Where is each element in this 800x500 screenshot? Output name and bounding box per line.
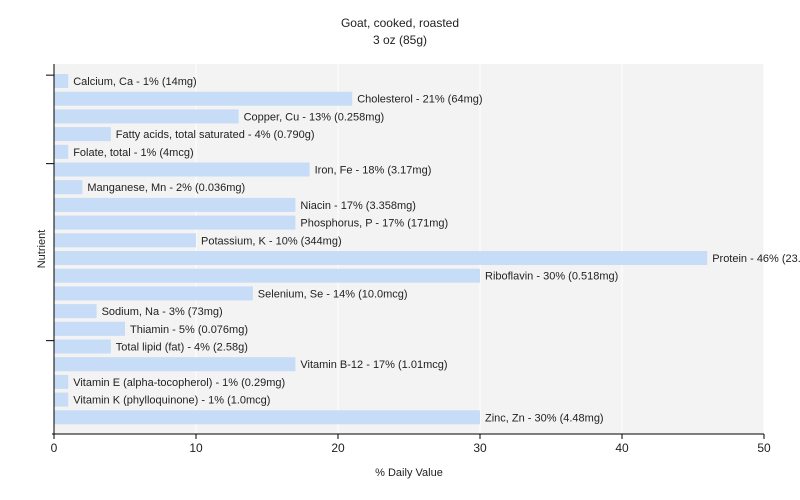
bar [54, 197, 296, 212]
bar [54, 268, 480, 283]
x-tick-label: 20 [331, 441, 345, 455]
bar-label: Selenium, Se - 14% (10.0mcg) [258, 288, 408, 300]
bar-label: Fatty acids, total saturated - 4% (0.790… [116, 129, 315, 141]
bar-label: Folate, total - 1% (4mcg) [73, 147, 193, 159]
bar [54, 74, 69, 88]
bar [54, 251, 708, 265]
bar-label: Protein - 46% (23.04g) [712, 253, 800, 265]
x-tick-label: 50 [757, 441, 771, 455]
y-axis-title: Nutrient [36, 230, 48, 269]
bar [54, 127, 111, 142]
bar-label: Zinc, Zn - 30% (4.48mg) [485, 412, 604, 424]
bar-label: Total lipid (fat) - 4% (2.58g) [116, 342, 248, 354]
bar-label: Sodium, Na - 3% (73mg) [102, 306, 223, 318]
bar [54, 392, 69, 407]
bar-label: Calcium, Ca - 1% (14mg) [73, 76, 196, 88]
bar [54, 357, 296, 372]
bar [54, 91, 353, 106]
bar [54, 109, 239, 124]
chart-title: Goat, cooked, roasted [340, 16, 460, 30]
bar-label: Copper, Cu - 13% (0.258mg) [244, 111, 385, 123]
bar-label: Vitamin B-12 - 17% (1.01mcg) [300, 359, 447, 371]
bar [54, 374, 69, 389]
bar [54, 304, 97, 319]
x-axis-title: % Daily Value [375, 467, 443, 479]
x-tick-label: 0 [51, 441, 58, 455]
plot-background [54, 64, 764, 434]
x-tick-label: 10 [189, 441, 203, 455]
bar-label: Cholesterol - 21% (64mg) [357, 94, 482, 106]
bar-label: Potassium, K - 10% (344mg) [201, 235, 342, 247]
x-tick-label: 40 [615, 441, 629, 455]
bar-label: Niacin - 17% (3.358mg) [300, 200, 416, 212]
chart-subtitle: 3 oz (85g) [372, 33, 428, 47]
bar [54, 410, 480, 425]
bar [54, 233, 196, 248]
bar-label: Manganese, Mn - 2% (0.036mg) [87, 182, 245, 194]
bar [54, 339, 111, 354]
bar [54, 215, 296, 230]
bar-label: Phosphorus, P - 17% (171mg) [300, 218, 448, 230]
bar-label: Vitamin K (phylloquinone) - 1% (1.0mcg) [73, 395, 270, 407]
bar [54, 144, 69, 159]
bar-label: Riboflavin - 30% (0.518mg) [485, 271, 618, 283]
bar-label: Iron, Fe - 18% (3.17mg) [315, 165, 432, 177]
bar [54, 321, 125, 336]
x-tick-label: 30 [473, 441, 487, 455]
bar [54, 162, 310, 177]
bar-label: Thiamin - 5% (0.076mg) [130, 324, 248, 336]
bar [54, 286, 253, 301]
bar-label: Vitamin E (alpha-tocopherol) - 1% (0.29m… [73, 377, 285, 389]
bar [54, 180, 83, 195]
